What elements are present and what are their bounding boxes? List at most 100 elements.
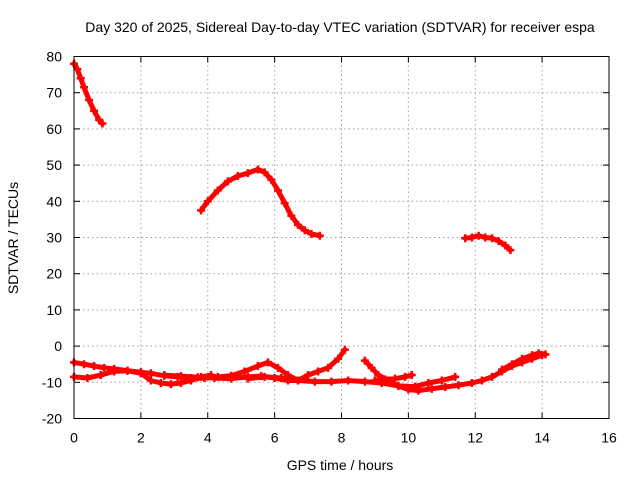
data-point-low-7 xyxy=(541,350,550,359)
data-point-low-6 xyxy=(407,371,416,380)
y-tick-label: 50 xyxy=(46,157,62,173)
data-point-arc-high-1 xyxy=(80,83,89,92)
data-point-arc-high-2 xyxy=(253,165,262,174)
data-point-low-4 xyxy=(277,373,286,382)
x-tick-label: 14 xyxy=(534,430,550,446)
data-point-arc-high-2 xyxy=(267,175,276,184)
x-tick-label: 8 xyxy=(338,430,346,446)
data-point-arc-high-3 xyxy=(461,234,470,243)
data-point-arc-high-2 xyxy=(315,231,324,240)
data-point-low-4 xyxy=(344,376,353,385)
data-point-arc-high-3 xyxy=(474,231,483,240)
data-point-arc-high-2 xyxy=(273,186,282,195)
data-point-low-2 xyxy=(123,366,132,375)
data-point-low-4 xyxy=(243,374,252,383)
data-point-arc-high-3 xyxy=(481,233,490,242)
data-point-low-5 xyxy=(467,379,476,388)
data-point-low-3 xyxy=(193,373,202,382)
y-tick-label: 30 xyxy=(46,230,62,246)
data-point-arc-high-2 xyxy=(197,206,206,215)
data-point-low-5 xyxy=(394,381,403,390)
data-point-arc-high-2 xyxy=(223,177,232,186)
data-point-low-2 xyxy=(156,379,165,388)
data-point-low-2 xyxy=(177,379,185,388)
data-point-low-3 xyxy=(340,345,349,354)
data-point-low-2 xyxy=(110,367,119,376)
data-point-low-5 xyxy=(441,383,450,392)
data-point-low-6 xyxy=(370,376,379,385)
x-tick-label: 2 xyxy=(137,430,145,446)
y-tick-label: -20 xyxy=(42,411,62,427)
x-tick-label: 0 xyxy=(70,430,78,446)
data-point-arc-high-3 xyxy=(494,237,503,246)
data-point-low-2 xyxy=(96,371,105,380)
data-point-low-5 xyxy=(404,385,413,394)
data-point-arc-high-2 xyxy=(260,168,269,177)
data-point-low-3 xyxy=(210,373,219,382)
x-tick-label: 16 xyxy=(601,430,617,446)
data-point-low-5 xyxy=(427,384,436,393)
y-axis-label: SDTVAR / TECUs xyxy=(5,182,21,294)
data-point-arc-high-3 xyxy=(501,241,510,250)
data-point-low-1 xyxy=(240,367,249,376)
y-tick-label: 0 xyxy=(54,338,62,354)
data-point-low-3 xyxy=(334,354,343,363)
data-point-low-7 xyxy=(508,360,517,369)
data-point-arc-high-2 xyxy=(287,211,296,220)
data-point-arc-high-2 xyxy=(233,171,242,180)
data-point-low-4 xyxy=(294,376,303,385)
data-point-low-3 xyxy=(324,363,333,372)
data-point-arc-high-2 xyxy=(203,197,212,206)
data-point-low-3 xyxy=(314,367,323,376)
x-tick-label: 4 xyxy=(204,430,212,446)
data-point-low-4 xyxy=(451,372,460,381)
data-point-low-1 xyxy=(273,363,282,372)
axis-ticks: 0 2 4 6 8 10 12 14 16 -20 -10 0 10 20 30 40 50 60 70 80 xyxy=(42,49,617,446)
data-point-low-7 xyxy=(518,354,527,363)
data-point-low-3 xyxy=(304,371,313,380)
data-point-arc-high-1 xyxy=(73,65,82,74)
data-point-low-2 xyxy=(166,380,175,389)
data-point-low-4 xyxy=(424,379,433,388)
data-point-arc-high-1 xyxy=(98,119,107,128)
data-point-low-5 xyxy=(487,372,496,381)
y-tick-label: 40 xyxy=(46,193,62,209)
data-point-arc-high-2 xyxy=(300,226,309,235)
x-axis-label: GPS time / hours xyxy=(287,457,394,473)
data-point-low-6 xyxy=(391,374,399,383)
data-point-low-2 xyxy=(83,373,92,382)
data-point-low-3 xyxy=(177,372,185,381)
data-point-low-5 xyxy=(367,363,376,372)
data-point-low-1 xyxy=(90,362,99,371)
data-point-low-6 xyxy=(401,372,410,381)
data-point-low-5 xyxy=(477,376,486,385)
data-point-low-4 xyxy=(327,377,336,386)
y-tick-label: -10 xyxy=(42,374,62,390)
data-point-low-4 xyxy=(360,377,369,386)
data-point-arc-high-2 xyxy=(213,186,222,195)
data-point-low-4 xyxy=(310,377,319,386)
y-tick-label: 10 xyxy=(46,302,62,318)
data-point-low-6 xyxy=(380,375,389,384)
y-tick-label: 60 xyxy=(46,121,62,137)
data-point-low-4 xyxy=(260,372,269,381)
data-point-arc-high-2 xyxy=(280,199,289,208)
y-tick-label: 20 xyxy=(46,266,62,282)
data-point-low-7 xyxy=(498,365,506,374)
data-point-arc-high-1 xyxy=(90,106,99,115)
x-tick-label: 10 xyxy=(401,430,417,446)
data-point-low-1 xyxy=(100,363,109,372)
data-series xyxy=(70,59,550,395)
data-point-low-5 xyxy=(360,356,369,365)
data-point-low-2 xyxy=(146,376,155,385)
data-point-low-3 xyxy=(160,371,169,380)
x-tick-label: 12 xyxy=(467,430,483,446)
data-point-low-1 xyxy=(146,369,155,378)
y-tick-label: 70 xyxy=(46,85,62,101)
data-point-low-7 xyxy=(534,349,543,358)
data-point-arc-high-1 xyxy=(85,95,94,104)
data-point-low-1 xyxy=(253,362,262,371)
data-point-low-4 xyxy=(437,376,446,385)
data-point-low-1 xyxy=(80,360,89,369)
